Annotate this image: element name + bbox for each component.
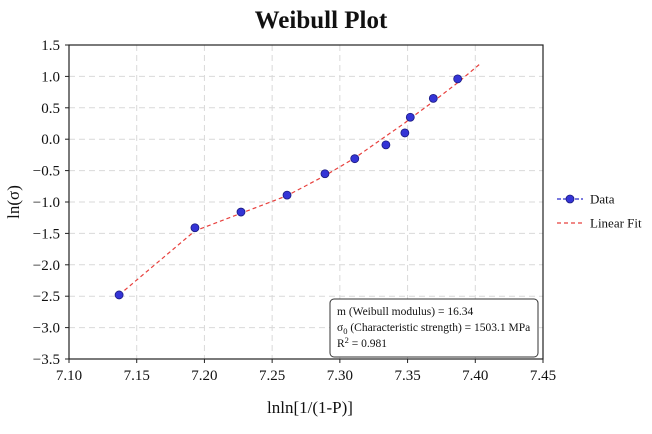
legend-fit-label: Linear Fit — [590, 216, 642, 231]
data-points-layer — [114, 74, 463, 300]
x-axis-ticks: 7.10 7.15 7.20 7.25 7.30 7.35 7.40 7.45 — [56, 359, 556, 384]
y-tick-label: −2.5 — [33, 289, 60, 305]
annotation-box: m (Weibull modulus) = 16.34 σ0 (Characte… — [329, 298, 539, 358]
annotation-modulus: m (Weibull modulus) = 16.34 — [337, 306, 473, 318]
y-tick-label: −3.5 — [33, 352, 60, 368]
data-point — [236, 207, 246, 217]
x-tick-label: 7.20 — [191, 368, 217, 384]
data-point — [282, 190, 292, 200]
x-axis-label: lnln[1/(1-P)] — [267, 398, 353, 417]
y-tick-label: 1.0 — [41, 69, 60, 85]
legend-data-label: Data — [590, 192, 615, 207]
x-tick-label: 7.40 — [462, 368, 488, 384]
data-point — [400, 128, 410, 138]
data-point — [381, 140, 391, 150]
x-tick-label: 7.10 — [56, 368, 82, 384]
x-tick-label: 7.30 — [327, 368, 353, 384]
x-tick-label: 7.25 — [259, 368, 285, 384]
y-axis-ticks: −3.5 −3.0 −2.5 −2.0 −1.5 −1.0 −0.5 0.0 0.5 1.0 1.5 — [33, 38, 69, 368]
annotation-strength: σ0 (Characteristic strength) = 1503.1 MP… — [337, 322, 530, 336]
legend: Data Linear Fit — [557, 192, 642, 231]
y-tick-label: 0.0 — [41, 132, 60, 148]
annotation-frame — [329, 298, 539, 358]
data-point — [190, 223, 200, 233]
y-tick-label: 1.5 — [41, 38, 60, 54]
data-point — [114, 290, 124, 300]
y-tick-label: −2.0 — [33, 258, 60, 274]
data-point — [428, 93, 438, 103]
legend-data-marker — [565, 194, 575, 204]
x-tick-label: 7.35 — [394, 368, 420, 384]
data-point — [405, 112, 415, 122]
x-tick-label: 7.15 — [124, 368, 150, 384]
annotation-r2: R2 = 0.981 — [337, 335, 387, 350]
y-tick-label: −0.5 — [33, 164, 60, 180]
y-axis-label: ln(σ) — [4, 185, 23, 219]
y-tick-label: −3.0 — [33, 321, 60, 337]
y-tick-label: 0.5 — [41, 101, 60, 117]
chart-title: Weibull Plot — [255, 7, 388, 34]
data-point — [320, 169, 330, 179]
fit-line-layer — [118, 64, 480, 296]
y-tick-label: −1.0 — [33, 195, 60, 211]
y-tick-label: −1.5 — [33, 226, 60, 242]
linear-fit-line — [118, 64, 480, 296]
data-point — [453, 74, 463, 84]
x-tick-label: 7.45 — [530, 368, 556, 384]
data-point — [350, 154, 360, 164]
